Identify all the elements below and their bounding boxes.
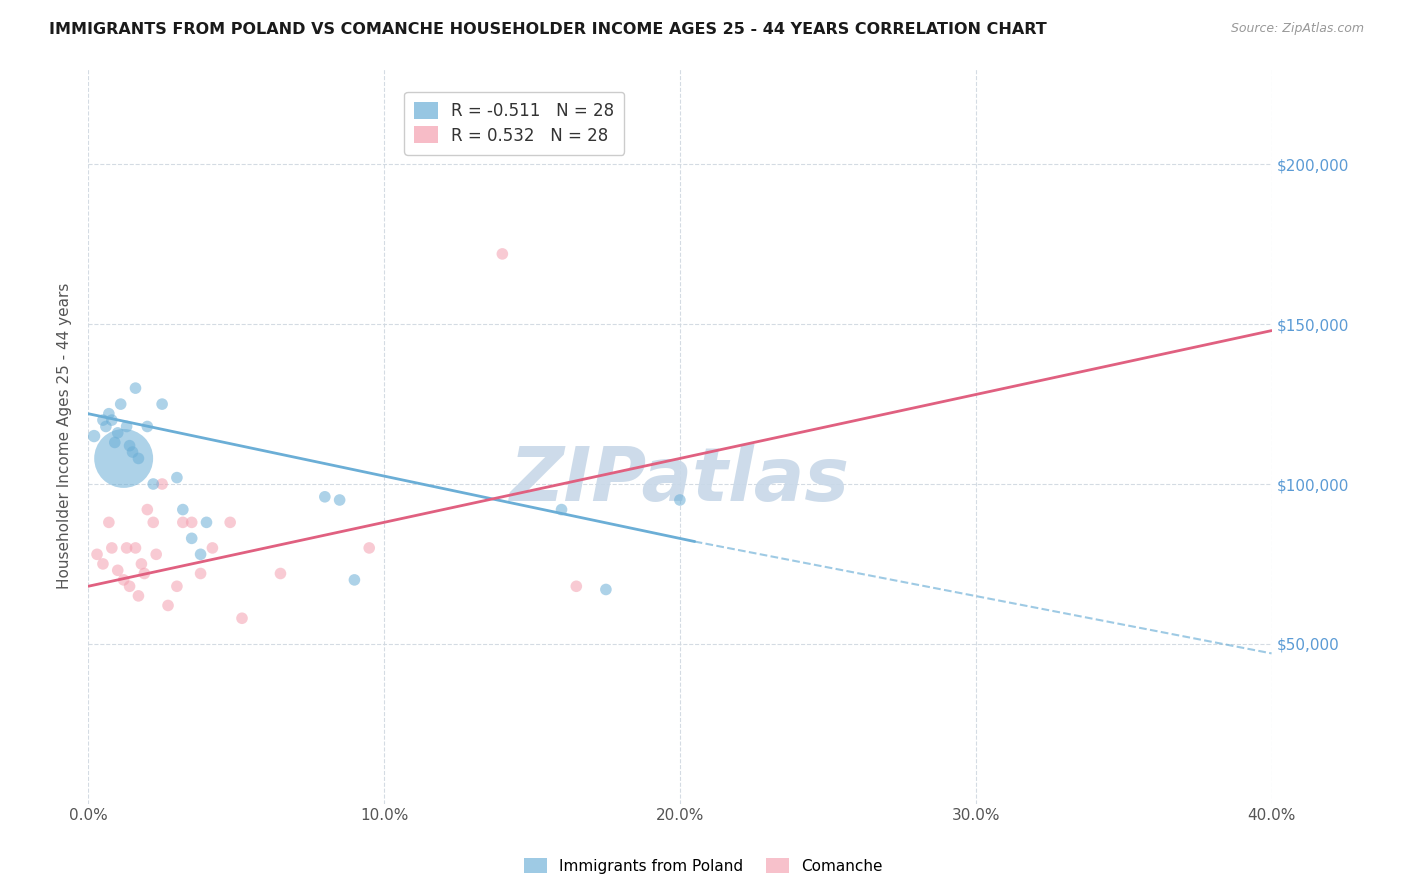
Point (107, 425, 129, 440)
Point (115, 419, 138, 434)
Point (180, 516, 202, 530)
Point (136, 502, 159, 516)
Point (201, 541, 224, 555)
Point (101, 541, 124, 555)
Point (118, 439, 141, 453)
Y-axis label: Householder Income Ages 25 - 44 years: Householder Income Ages 25 - 44 years (58, 283, 72, 590)
Point (121, 445, 143, 459)
Point (150, 477, 173, 491)
Point (112, 451, 135, 466)
Point (195, 516, 218, 530)
Point (118, 579, 141, 593)
Point (343, 573, 366, 587)
Point (136, 419, 159, 434)
Point (101, 413, 124, 427)
Point (127, 451, 149, 466)
Point (669, 493, 692, 508)
Point (124, 381, 146, 395)
Point (180, 532, 202, 546)
Point (359, 541, 381, 555)
Point (142, 477, 165, 491)
Point (83, 429, 105, 443)
Point (110, 397, 132, 411)
Point (97, 516, 120, 530)
Point (231, 611, 253, 625)
Point (269, 566, 291, 581)
Point (219, 516, 242, 530)
Point (94, 419, 117, 434)
Point (145, 547, 167, 561)
Point (91, 413, 114, 427)
Point (329, 493, 352, 508)
Point (166, 579, 188, 593)
Point (134, 566, 156, 581)
Legend: Immigrants from Poland, Comanche: Immigrants from Poland, Comanche (517, 852, 889, 880)
Text: Source: ZipAtlas.com: Source: ZipAtlas.com (1230, 22, 1364, 36)
Point (190, 566, 212, 581)
Point (131, 557, 153, 571)
Point (491, 247, 513, 261)
Point (107, 563, 129, 577)
Point (112, 573, 135, 587)
Point (166, 470, 188, 484)
Point (127, 589, 149, 603)
Point (190, 547, 212, 561)
Point (157, 599, 180, 613)
Point (91, 557, 114, 571)
Point (97, 407, 120, 421)
Point (565, 579, 588, 593)
Legend: R = -0.511   N = 28, R = 0.532   N = 28: R = -0.511 N = 28, R = 0.532 N = 28 (405, 92, 624, 154)
Point (172, 516, 194, 530)
Text: ZIPatlas: ZIPatlas (510, 443, 849, 516)
Point (86, 547, 108, 561)
Point (124, 541, 146, 555)
Point (172, 502, 194, 516)
Point (142, 516, 165, 530)
Point (550, 502, 572, 516)
Point (314, 490, 336, 504)
Point (115, 541, 138, 555)
Point (150, 397, 173, 411)
Point (104, 435, 127, 450)
Point (595, 582, 617, 597)
Text: IMMIGRANTS FROM POLAND VS COMANCHE HOUSEHOLDER INCOME AGES 25 - 44 YEARS CORRELA: IMMIGRANTS FROM POLAND VS COMANCHE HOUSE… (49, 22, 1047, 37)
